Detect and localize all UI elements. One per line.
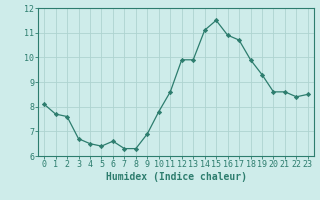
X-axis label: Humidex (Indice chaleur): Humidex (Indice chaleur) [106,172,246,182]
